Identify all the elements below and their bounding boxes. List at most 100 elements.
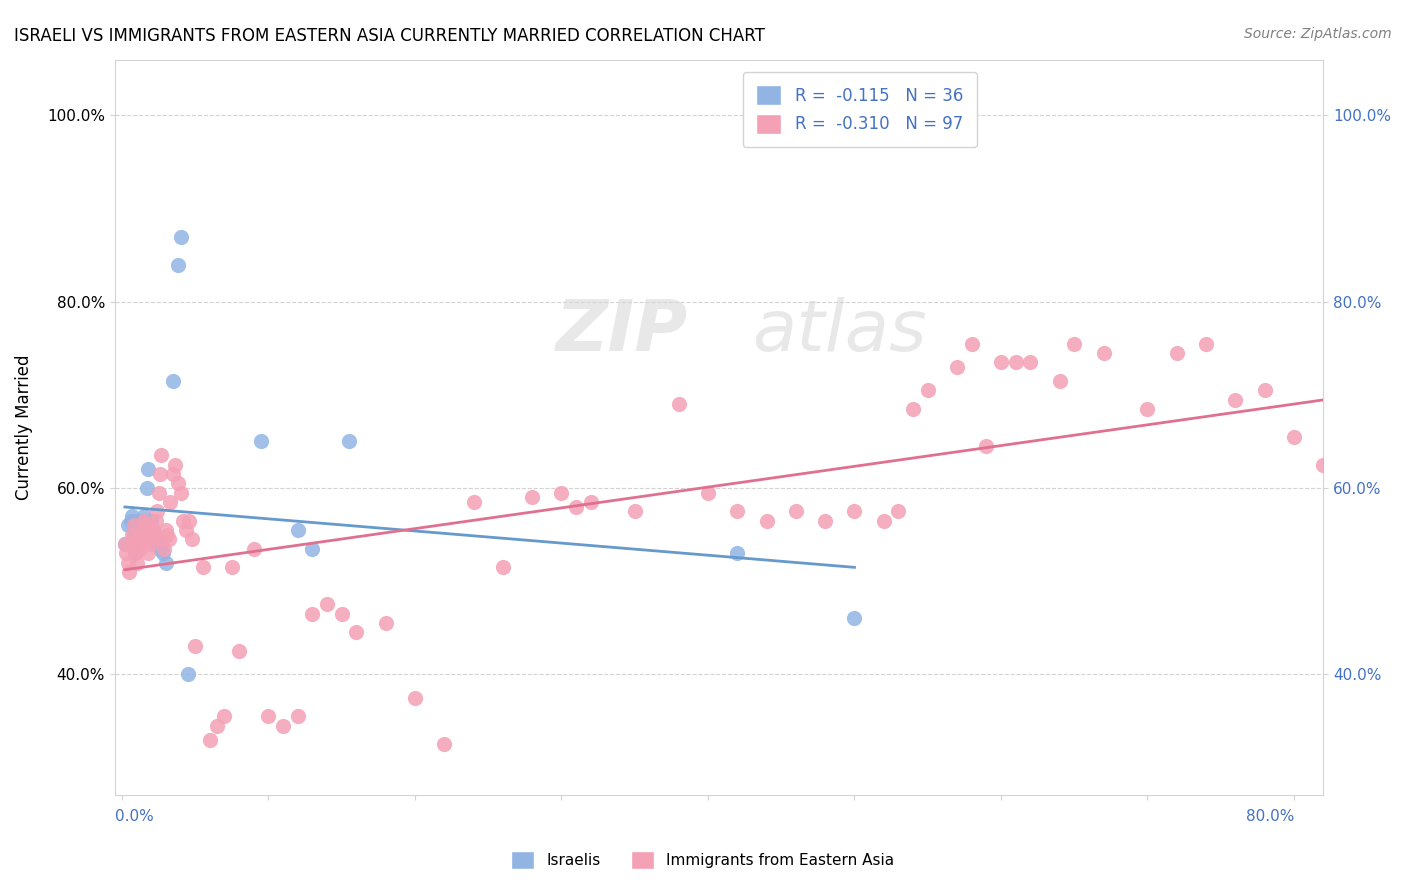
Point bbox=[1341, 439, 1364, 453]
Point bbox=[132, 514, 155, 528]
Point bbox=[152, 533, 174, 547]
Point bbox=[844, 504, 866, 518]
Point bbox=[179, 514, 201, 528]
Point bbox=[623, 504, 645, 518]
Point bbox=[271, 718, 294, 732]
Point bbox=[115, 546, 138, 560]
Point bbox=[114, 537, 136, 551]
Point bbox=[550, 485, 572, 500]
Point bbox=[1136, 401, 1159, 416]
Point bbox=[243, 541, 266, 556]
Point bbox=[565, 500, 588, 514]
Point bbox=[1371, 467, 1393, 481]
Point bbox=[125, 514, 148, 528]
Point bbox=[287, 709, 309, 723]
Point bbox=[301, 607, 323, 621]
Point bbox=[134, 518, 156, 533]
Point bbox=[725, 504, 748, 518]
Point bbox=[156, 527, 179, 541]
Point bbox=[136, 546, 159, 560]
Point bbox=[152, 546, 174, 560]
Point bbox=[128, 523, 150, 537]
Point bbox=[150, 449, 173, 463]
Point bbox=[1195, 336, 1218, 351]
Point bbox=[221, 560, 243, 574]
Point bbox=[141, 537, 163, 551]
Point bbox=[148, 485, 170, 500]
Point bbox=[149, 541, 172, 556]
Point bbox=[143, 527, 166, 541]
Point bbox=[125, 527, 148, 541]
Point bbox=[169, 485, 191, 500]
Point bbox=[520, 491, 543, 505]
Point bbox=[162, 467, 184, 481]
Point bbox=[374, 616, 396, 631]
Point bbox=[901, 401, 924, 416]
Text: atlas: atlas bbox=[752, 297, 927, 367]
Point bbox=[142, 523, 165, 537]
Point bbox=[1166, 346, 1188, 360]
Point bbox=[960, 336, 983, 351]
Point bbox=[205, 718, 228, 732]
Text: 0.0%: 0.0% bbox=[115, 809, 153, 824]
Point bbox=[1004, 355, 1026, 369]
Point bbox=[725, 546, 748, 560]
Point bbox=[141, 514, 163, 528]
Point bbox=[257, 709, 280, 723]
Point bbox=[125, 533, 148, 547]
Point bbox=[120, 514, 142, 528]
Point bbox=[122, 527, 145, 541]
Point bbox=[135, 481, 157, 495]
Point bbox=[162, 374, 184, 388]
Y-axis label: Currently Married: Currently Married bbox=[15, 355, 32, 500]
Point bbox=[135, 523, 157, 537]
Point bbox=[166, 258, 188, 272]
Point bbox=[172, 514, 194, 528]
Point bbox=[121, 527, 143, 541]
Point bbox=[228, 644, 250, 658]
Point bbox=[114, 537, 136, 551]
Point bbox=[1253, 384, 1275, 398]
Point bbox=[136, 518, 159, 533]
Point bbox=[149, 467, 172, 481]
Point bbox=[814, 514, 837, 528]
Point bbox=[166, 476, 188, 491]
Point bbox=[169, 229, 191, 244]
Point bbox=[155, 523, 177, 537]
Point bbox=[131, 533, 153, 547]
Point bbox=[155, 556, 177, 570]
Point bbox=[697, 485, 720, 500]
Point bbox=[976, 439, 998, 453]
Point bbox=[287, 523, 309, 537]
Point bbox=[1019, 355, 1042, 369]
Point bbox=[887, 504, 910, 518]
Point bbox=[136, 462, 159, 476]
Point bbox=[337, 434, 360, 449]
Point bbox=[132, 508, 155, 523]
Point bbox=[122, 518, 145, 533]
Point bbox=[127, 518, 149, 533]
Point bbox=[139, 533, 162, 547]
Point bbox=[463, 495, 485, 509]
Point bbox=[163, 458, 186, 472]
Point bbox=[873, 514, 896, 528]
Point bbox=[134, 523, 156, 537]
Point bbox=[301, 541, 323, 556]
Point bbox=[143, 527, 166, 541]
Point bbox=[127, 537, 149, 551]
Text: Source: ZipAtlas.com: Source: ZipAtlas.com bbox=[1244, 27, 1392, 41]
Point bbox=[184, 640, 207, 654]
Point bbox=[250, 434, 273, 449]
Point bbox=[191, 560, 214, 574]
Text: ISRAELI VS IMMIGRANTS FROM EASTERN ASIA CURRENTLY MARRIED CORRELATION CHART: ISRAELI VS IMMIGRANTS FROM EASTERN ASIA … bbox=[14, 27, 765, 45]
Point bbox=[1063, 336, 1085, 351]
Point bbox=[145, 537, 167, 551]
Point bbox=[177, 667, 200, 681]
Point bbox=[157, 533, 180, 547]
Point bbox=[946, 359, 969, 374]
Point bbox=[117, 556, 139, 570]
Point bbox=[1400, 476, 1406, 491]
Point bbox=[118, 565, 141, 579]
Point bbox=[404, 690, 426, 705]
Point bbox=[990, 355, 1012, 369]
